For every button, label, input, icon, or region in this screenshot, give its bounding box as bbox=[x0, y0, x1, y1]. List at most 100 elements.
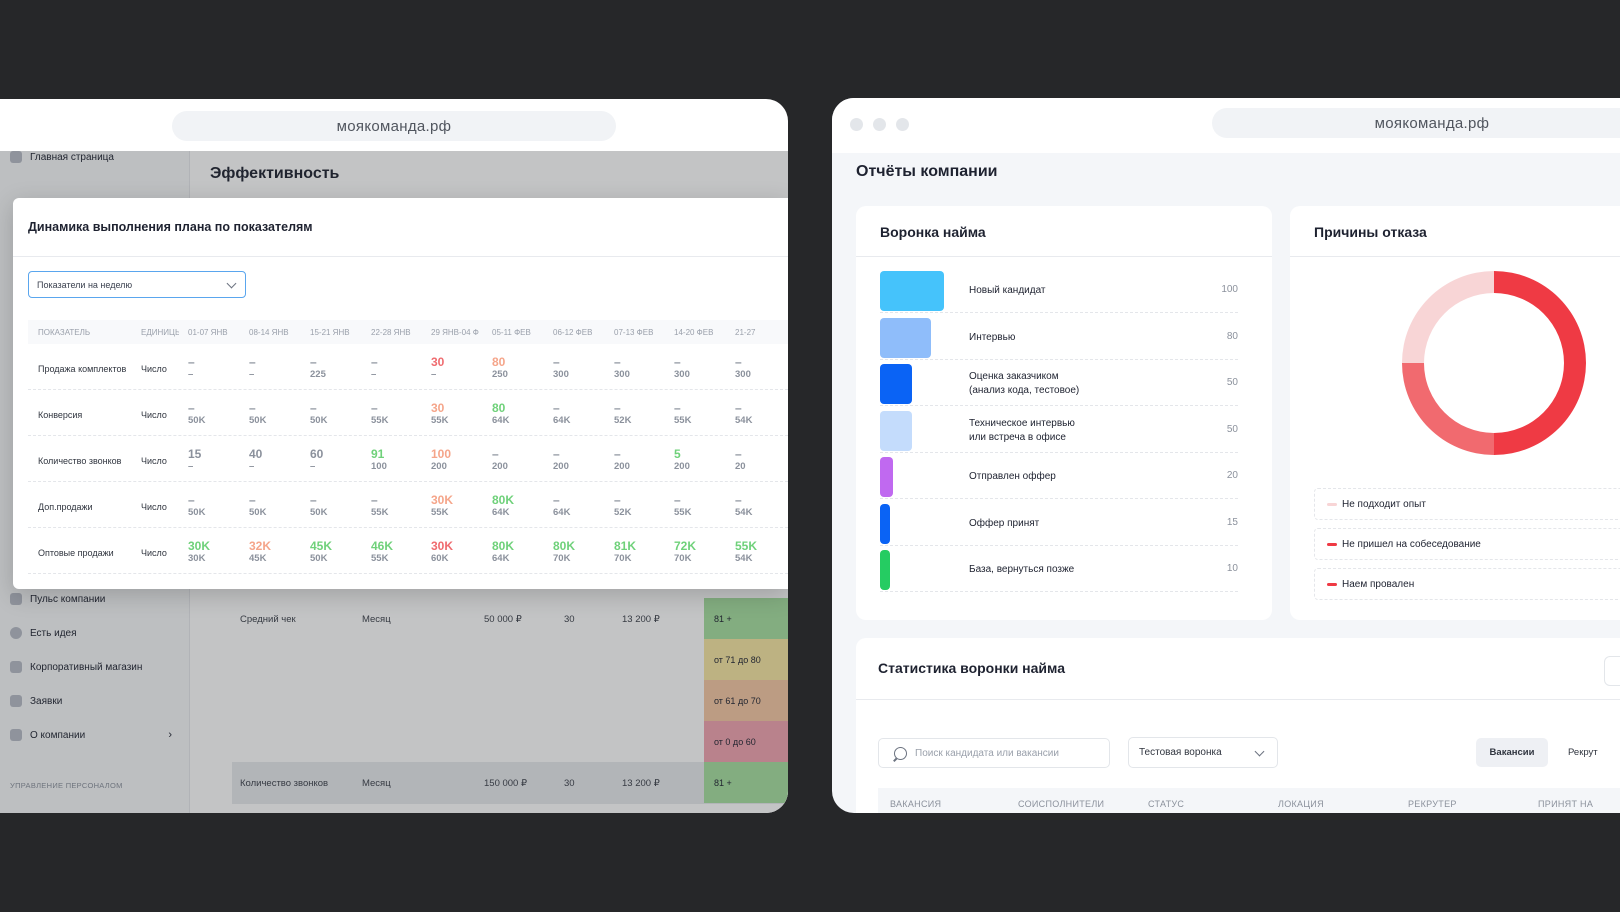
value-cell: –50K bbox=[188, 402, 248, 427]
fact-value: 60 bbox=[310, 447, 324, 461]
value-cell: –50K bbox=[310, 493, 370, 519]
value-cell: 81K 70K bbox=[614, 540, 674, 565]
value-cell: 15– bbox=[188, 448, 248, 473]
value-cell: –50K bbox=[249, 493, 309, 519]
chevron-down-icon bbox=[1254, 746, 1265, 757]
address-bar[interactable]: моякоманда.рф bbox=[172, 111, 616, 141]
fact-value: 46K bbox=[371, 539, 394, 553]
funnel-stage-value: 50 bbox=[1226, 377, 1238, 388]
plan-value: 50K bbox=[310, 553, 328, 564]
value-cell: 80K 64K bbox=[492, 540, 552, 565]
search-icon bbox=[894, 747, 907, 760]
row-period: Месяц bbox=[362, 778, 391, 789]
column-header: 07-13 ФЕВ bbox=[614, 328, 654, 337]
rejection-donut-chart bbox=[1402, 271, 1586, 455]
row-unit: Число bbox=[141, 456, 167, 466]
tab-recruiters[interactable]: Рекрут bbox=[1568, 747, 1598, 758]
table-header: ПОКАЗАТЕЛЬ ЕДИНИЦЫ 01-07 ЯНВ 08-14 ЯНВ 1… bbox=[28, 320, 788, 344]
plan-value: – bbox=[188, 369, 194, 380]
donut-slice[interactable] bbox=[1494, 271, 1586, 455]
plan-value: 55K bbox=[371, 553, 389, 564]
label-line: Оценка заказчиком bbox=[969, 371, 1059, 382]
window-maximize-dot[interactable] bbox=[896, 118, 909, 131]
table-row: Доп.продажи Число –50K –50K –50K –55K 30K 55K 80… bbox=[28, 482, 788, 528]
row-period: Месяц bbox=[362, 614, 391, 625]
plan-value: 225 bbox=[310, 369, 326, 380]
sidebar-item-about[interactable]: О компании › bbox=[10, 729, 172, 741]
fact-value: 30K bbox=[431, 493, 454, 507]
plan-dynamics-modal: Динамика выполнения плана по показателям… bbox=[13, 198, 788, 589]
shop-icon bbox=[10, 661, 22, 673]
plan-value: 200 bbox=[492, 461, 508, 472]
value-cell: – – bbox=[371, 356, 431, 381]
fact-value: – bbox=[310, 493, 317, 507]
sidebar-item-idea[interactable]: Есть идея bbox=[10, 627, 77, 639]
value-cell: 30– bbox=[431, 356, 491, 381]
fact-value: – bbox=[310, 355, 317, 369]
fact-value: 30 bbox=[431, 401, 445, 415]
column-header: ПРИНЯТ НА bbox=[1538, 799, 1594, 809]
funnel-stage-label: База, вернуться позже bbox=[969, 564, 1075, 575]
plan-value: 70K bbox=[674, 553, 692, 564]
fact-value: 45K bbox=[310, 539, 333, 553]
value-cell: –50K bbox=[249, 402, 309, 427]
donut-slice[interactable] bbox=[1402, 271, 1494, 363]
fact-value: 30K bbox=[431, 539, 454, 553]
funnel-select[interactable]: Тестовая воронка bbox=[1128, 737, 1278, 768]
tab-vacancies[interactable]: Вакансии bbox=[1476, 738, 1548, 767]
window-minimize-dot[interactable] bbox=[873, 118, 886, 131]
funnel-stage-label: Отправлен оффер bbox=[969, 471, 1056, 482]
value-cell: –20 bbox=[735, 448, 788, 473]
value-cell: 100 200 bbox=[431, 448, 491, 473]
value-cell: 30K 30K bbox=[188, 540, 248, 565]
fact-value: – bbox=[371, 493, 378, 507]
plan-value: 50K bbox=[310, 507, 328, 518]
value-cell: –55K bbox=[371, 402, 431, 427]
funnel-stage: Оценка заказчиком (анализ кода, тестовое)… bbox=[880, 359, 1238, 406]
sidebar-item-label: Есть идея bbox=[30, 627, 77, 639]
column-header: 21-27 bbox=[735, 328, 756, 337]
plan-value: 50K bbox=[249, 507, 267, 518]
legend-swatch bbox=[1327, 582, 1337, 586]
fact-value: – bbox=[188, 355, 195, 369]
funnel-stage-value: 100 bbox=[1221, 284, 1238, 295]
window-close-dot[interactable] bbox=[850, 118, 863, 131]
fact-value: – bbox=[249, 493, 256, 507]
lightbulb-icon bbox=[10, 627, 22, 639]
value-cell: 72K 70K bbox=[674, 540, 734, 565]
period-select[interactable]: Показатели на неделю bbox=[28, 271, 246, 298]
pulse-icon bbox=[10, 593, 22, 605]
address-bar[interactable]: моякоманда.рф bbox=[1212, 108, 1620, 138]
value-cell: –52K bbox=[614, 494, 674, 519]
card-action-button[interactable] bbox=[1604, 656, 1620, 686]
table-row: Конверсия Число –50K –50K –50K –55K 30 55K 80 64K… bbox=[28, 390, 788, 436]
divider bbox=[856, 699, 1620, 700]
funnel-stage: Техническое интервью или встреча в офисе 5… bbox=[880, 406, 1238, 453]
plan-value: 50K bbox=[188, 507, 206, 518]
plan-value: 55K bbox=[674, 415, 692, 426]
value-cell: –300 bbox=[674, 356, 734, 381]
right-browser-window: моякоманда.рф Отчёты компании Воронка на… bbox=[832, 98, 1620, 813]
legend-swatch bbox=[1327, 502, 1337, 506]
card-title: Воронка найма bbox=[880, 224, 986, 240]
value-cell: 30K 55K bbox=[431, 493, 491, 519]
fact-value: 55K bbox=[735, 539, 758, 553]
search-input[interactable]: Поиск кандидата или вакансии bbox=[878, 738, 1110, 768]
sidebar-item-shop[interactable]: Корпоративный магазин bbox=[10, 661, 142, 673]
fact-value: 32K bbox=[249, 539, 272, 553]
plan-value: 100 bbox=[371, 461, 387, 472]
fact-value: 5 bbox=[674, 447, 681, 461]
sidebar-item-label: Пульс компании bbox=[30, 593, 106, 605]
sidebar-item-pulse[interactable]: Пульс компании bbox=[10, 593, 105, 605]
row-unit: Число bbox=[141, 364, 167, 374]
value-cell: 45K 50K bbox=[310, 539, 370, 565]
sidebar-item-home[interactable]: Главная страница bbox=[10, 151, 114, 163]
sidebar-item-requests[interactable]: Заявки bbox=[10, 695, 62, 707]
funnel-stage-value: 80 bbox=[1226, 330, 1238, 342]
column-header: 06-12 ФЕВ bbox=[553, 328, 593, 337]
fact-value: – bbox=[188, 493, 195, 507]
plan-value: 50K bbox=[188, 415, 206, 426]
donut-slice[interactable] bbox=[1402, 363, 1494, 455]
value-cell: –64K bbox=[553, 402, 613, 427]
plan-value: 50K bbox=[249, 415, 267, 426]
